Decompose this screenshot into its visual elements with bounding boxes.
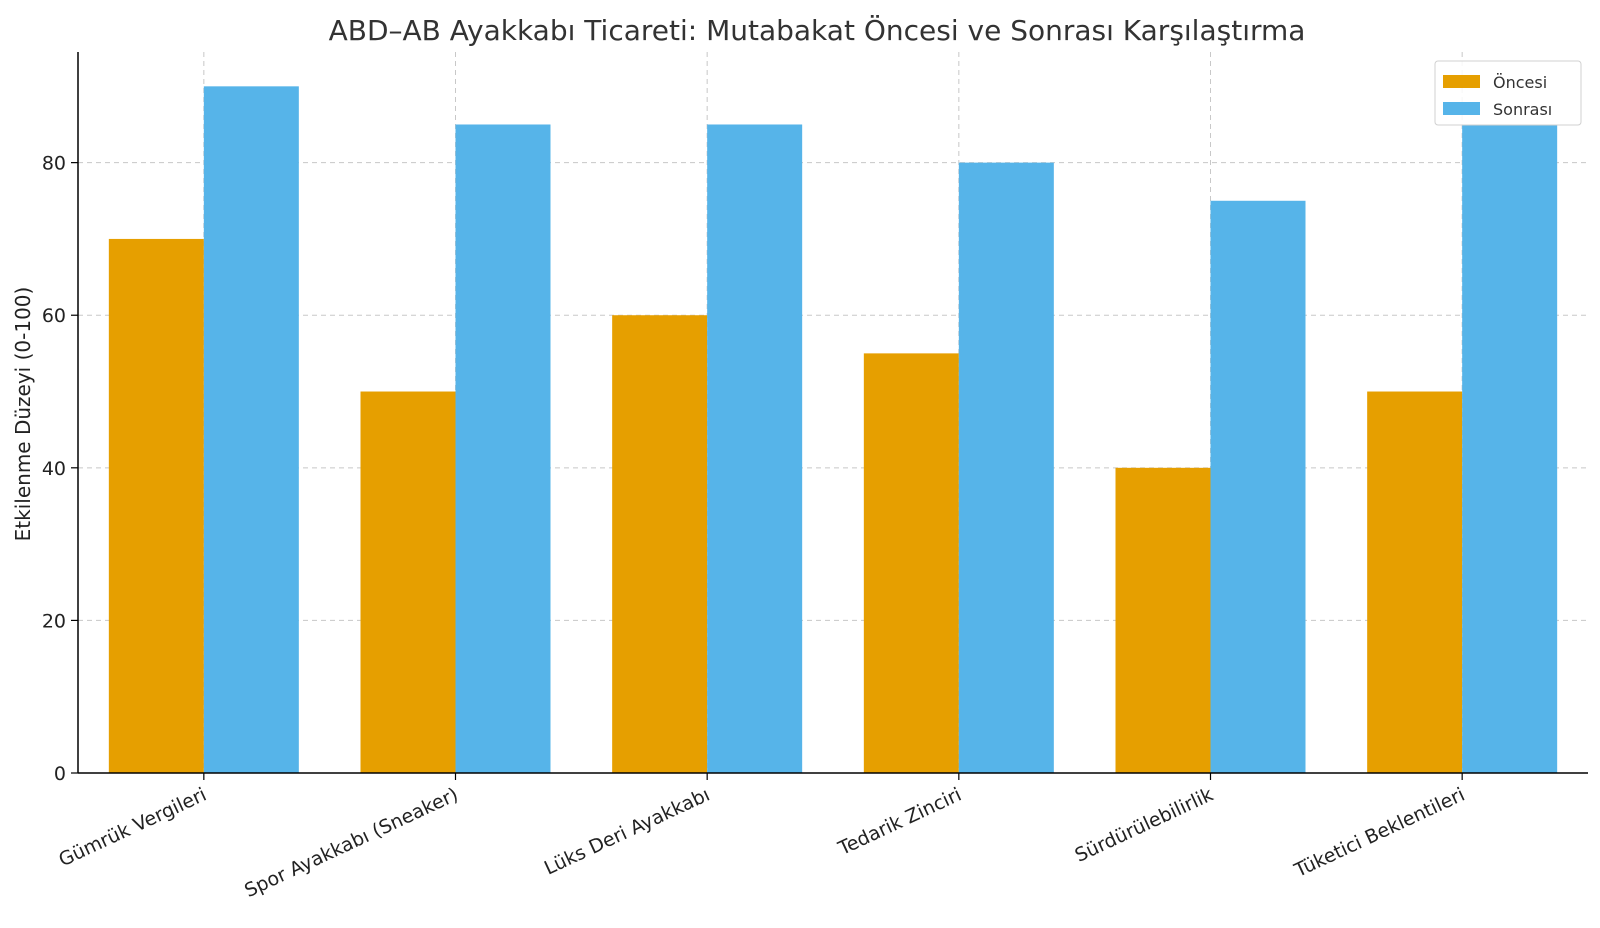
bar-sonrasi [203, 86, 299, 774]
y-tick-label: 40 [42, 458, 66, 480]
bar-oncesi [360, 391, 456, 773]
x-tick-label: Spor Ayakkabı (Sneaker) [241, 784, 461, 902]
bar-oncesi [108, 238, 204, 774]
bar-sonrasi [1210, 200, 1306, 773]
y-axis-label: Etkilenme Düzeyi (0-100) [11, 287, 35, 542]
y-tick-label: 60 [42, 305, 66, 327]
legend-label: Öncesi [1493, 73, 1547, 92]
bar-oncesi [612, 315, 708, 773]
grid-lines [78, 52, 1588, 773]
legend-swatch [1443, 102, 1480, 115]
x-tick-label: Tüketici Beklentileri [1290, 784, 1468, 883]
bar-sonrasi [1462, 124, 1558, 773]
x-tick-label: Lüks Deri Ayakkabı [541, 784, 713, 880]
y-tick-label: 0 [54, 763, 66, 785]
bar-sonrasi [707, 124, 803, 773]
chart-title: ABD–AB Ayakkabı Ticareti: Mutabakat Önce… [329, 13, 1306, 47]
legend: Öncesi Sonrası [1434, 60, 1582, 126]
x-tick-label: Gümrük Vergileri [55, 784, 210, 872]
legend-swatch [1443, 75, 1480, 88]
bar-sonrasi [455, 124, 551, 773]
bar-oncesi [1367, 391, 1463, 773]
x-tick-label: Sürdürülebilirlik [1072, 784, 1217, 867]
axes [77, 52, 1588, 774]
y-tick-label: 20 [42, 610, 66, 632]
x-tick-label: Tedarik Zinciri [834, 784, 965, 861]
bars [108, 86, 1558, 774]
bar-oncesi [863, 353, 959, 773]
y-tick-label: 80 [42, 153, 66, 175]
bar-oncesi [1115, 467, 1211, 773]
bar-sonrasi [958, 162, 1054, 773]
legend-label: Sonrası [1493, 100, 1552, 119]
